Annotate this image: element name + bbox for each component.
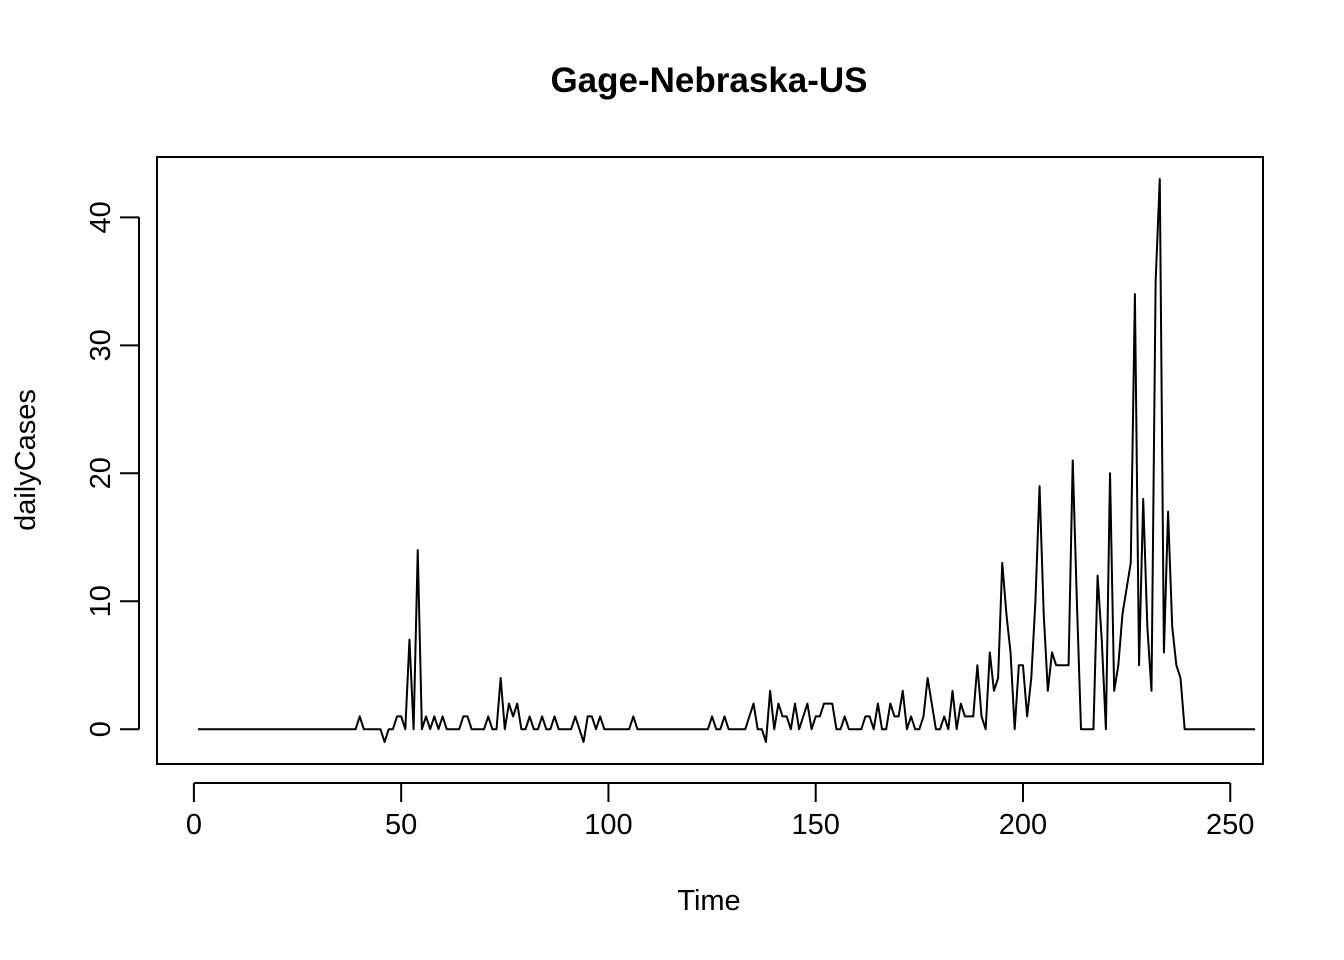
- x-tick-label: 250: [1206, 809, 1254, 841]
- y-axis-label: dailyCases: [10, 389, 42, 531]
- series-line-dailycases: [198, 178, 1256, 743]
- plot-frame: [156, 156, 1264, 765]
- y-tick-label: 20: [85, 457, 117, 489]
- x-tick-label: 0: [186, 809, 202, 841]
- chart-title: Gage-Nebraska-US: [550, 61, 867, 100]
- y-tick-label: 40: [85, 201, 117, 233]
- x-tick-label: 150: [792, 809, 840, 841]
- x-axis-label: Time: [677, 885, 740, 917]
- y-tick-label: 0: [85, 721, 117, 737]
- y-tick-label: 10: [85, 585, 117, 617]
- x-tick-label: 200: [999, 809, 1047, 841]
- x-axis: 0 50 100 150 200 250: [186, 782, 1254, 841]
- x-tick-label: 50: [385, 809, 417, 841]
- y-tick-label: 30: [85, 329, 117, 361]
- y-axis: 0 10 20 30 40: [85, 201, 140, 737]
- x-tick-label: 100: [584, 809, 632, 841]
